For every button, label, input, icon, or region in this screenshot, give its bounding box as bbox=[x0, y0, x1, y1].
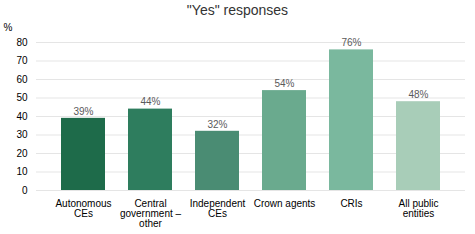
svg-text:0: 0 bbox=[22, 185, 28, 196]
svg-text:44%: 44% bbox=[140, 96, 160, 107]
svg-text:40: 40 bbox=[16, 111, 28, 122]
svg-text:39%: 39% bbox=[73, 106, 93, 117]
svg-text:70: 70 bbox=[16, 55, 28, 66]
svg-text:80: 80 bbox=[16, 37, 28, 48]
svg-text:76%: 76% bbox=[341, 37, 361, 48]
svg-text:All publicentities: All publicentities bbox=[398, 198, 438, 219]
svg-text:CRIs: CRIs bbox=[340, 198, 362, 209]
svg-text:48%: 48% bbox=[408, 89, 428, 100]
svg-text:50: 50 bbox=[16, 92, 28, 103]
svg-text:10: 10 bbox=[16, 166, 28, 177]
svg-text:AutonomousCEs: AutonomousCEs bbox=[55, 198, 111, 219]
svg-text:30: 30 bbox=[16, 129, 28, 140]
svg-text:20: 20 bbox=[16, 148, 28, 159]
svg-text:Crown agents: Crown agents bbox=[254, 198, 316, 209]
svg-text:54%: 54% bbox=[274, 78, 294, 89]
svg-text:IndependentCEs: IndependentCEs bbox=[190, 198, 246, 219]
svg-text:32%: 32% bbox=[207, 119, 227, 130]
svg-text:60: 60 bbox=[16, 74, 28, 85]
svg-text:%: % bbox=[4, 22, 13, 33]
svg-text:Centralgovernment –other: Centralgovernment –other bbox=[120, 198, 182, 229]
html-text:"Yes" responses: "Yes" responses bbox=[186, 2, 289, 18]
